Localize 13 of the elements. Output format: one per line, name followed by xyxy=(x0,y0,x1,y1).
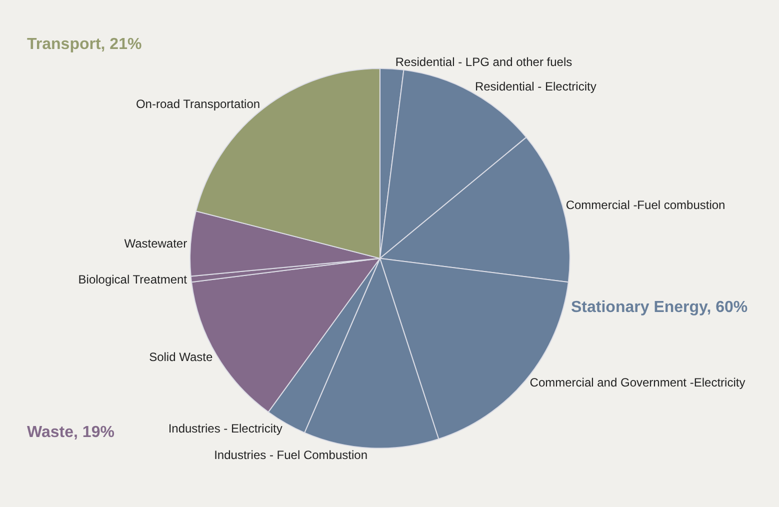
text: Waste, 19% xyxy=(27,424,114,441)
slice-label: Residential - LPG and other fuels xyxy=(395,54,572,69)
text: Stationary Energy, 60% xyxy=(571,299,748,316)
slice-label: Biological Treatment xyxy=(78,272,188,286)
slice-label: Solid Waste xyxy=(149,350,213,364)
slice-label: Commercial and Government -Electricity xyxy=(530,375,746,390)
slice-label: On-road Transportation xyxy=(136,96,260,111)
text: Transport, 21% xyxy=(27,36,142,53)
slice-label: Wastewater xyxy=(124,236,188,250)
slice-label: Industries - Electricity xyxy=(168,422,282,436)
slice-label: Commercial -Fuel combustion xyxy=(566,198,726,212)
slice-label: Industries - Fuel Combustion xyxy=(214,448,368,462)
slice-label: Residential - Electricity xyxy=(474,80,596,94)
